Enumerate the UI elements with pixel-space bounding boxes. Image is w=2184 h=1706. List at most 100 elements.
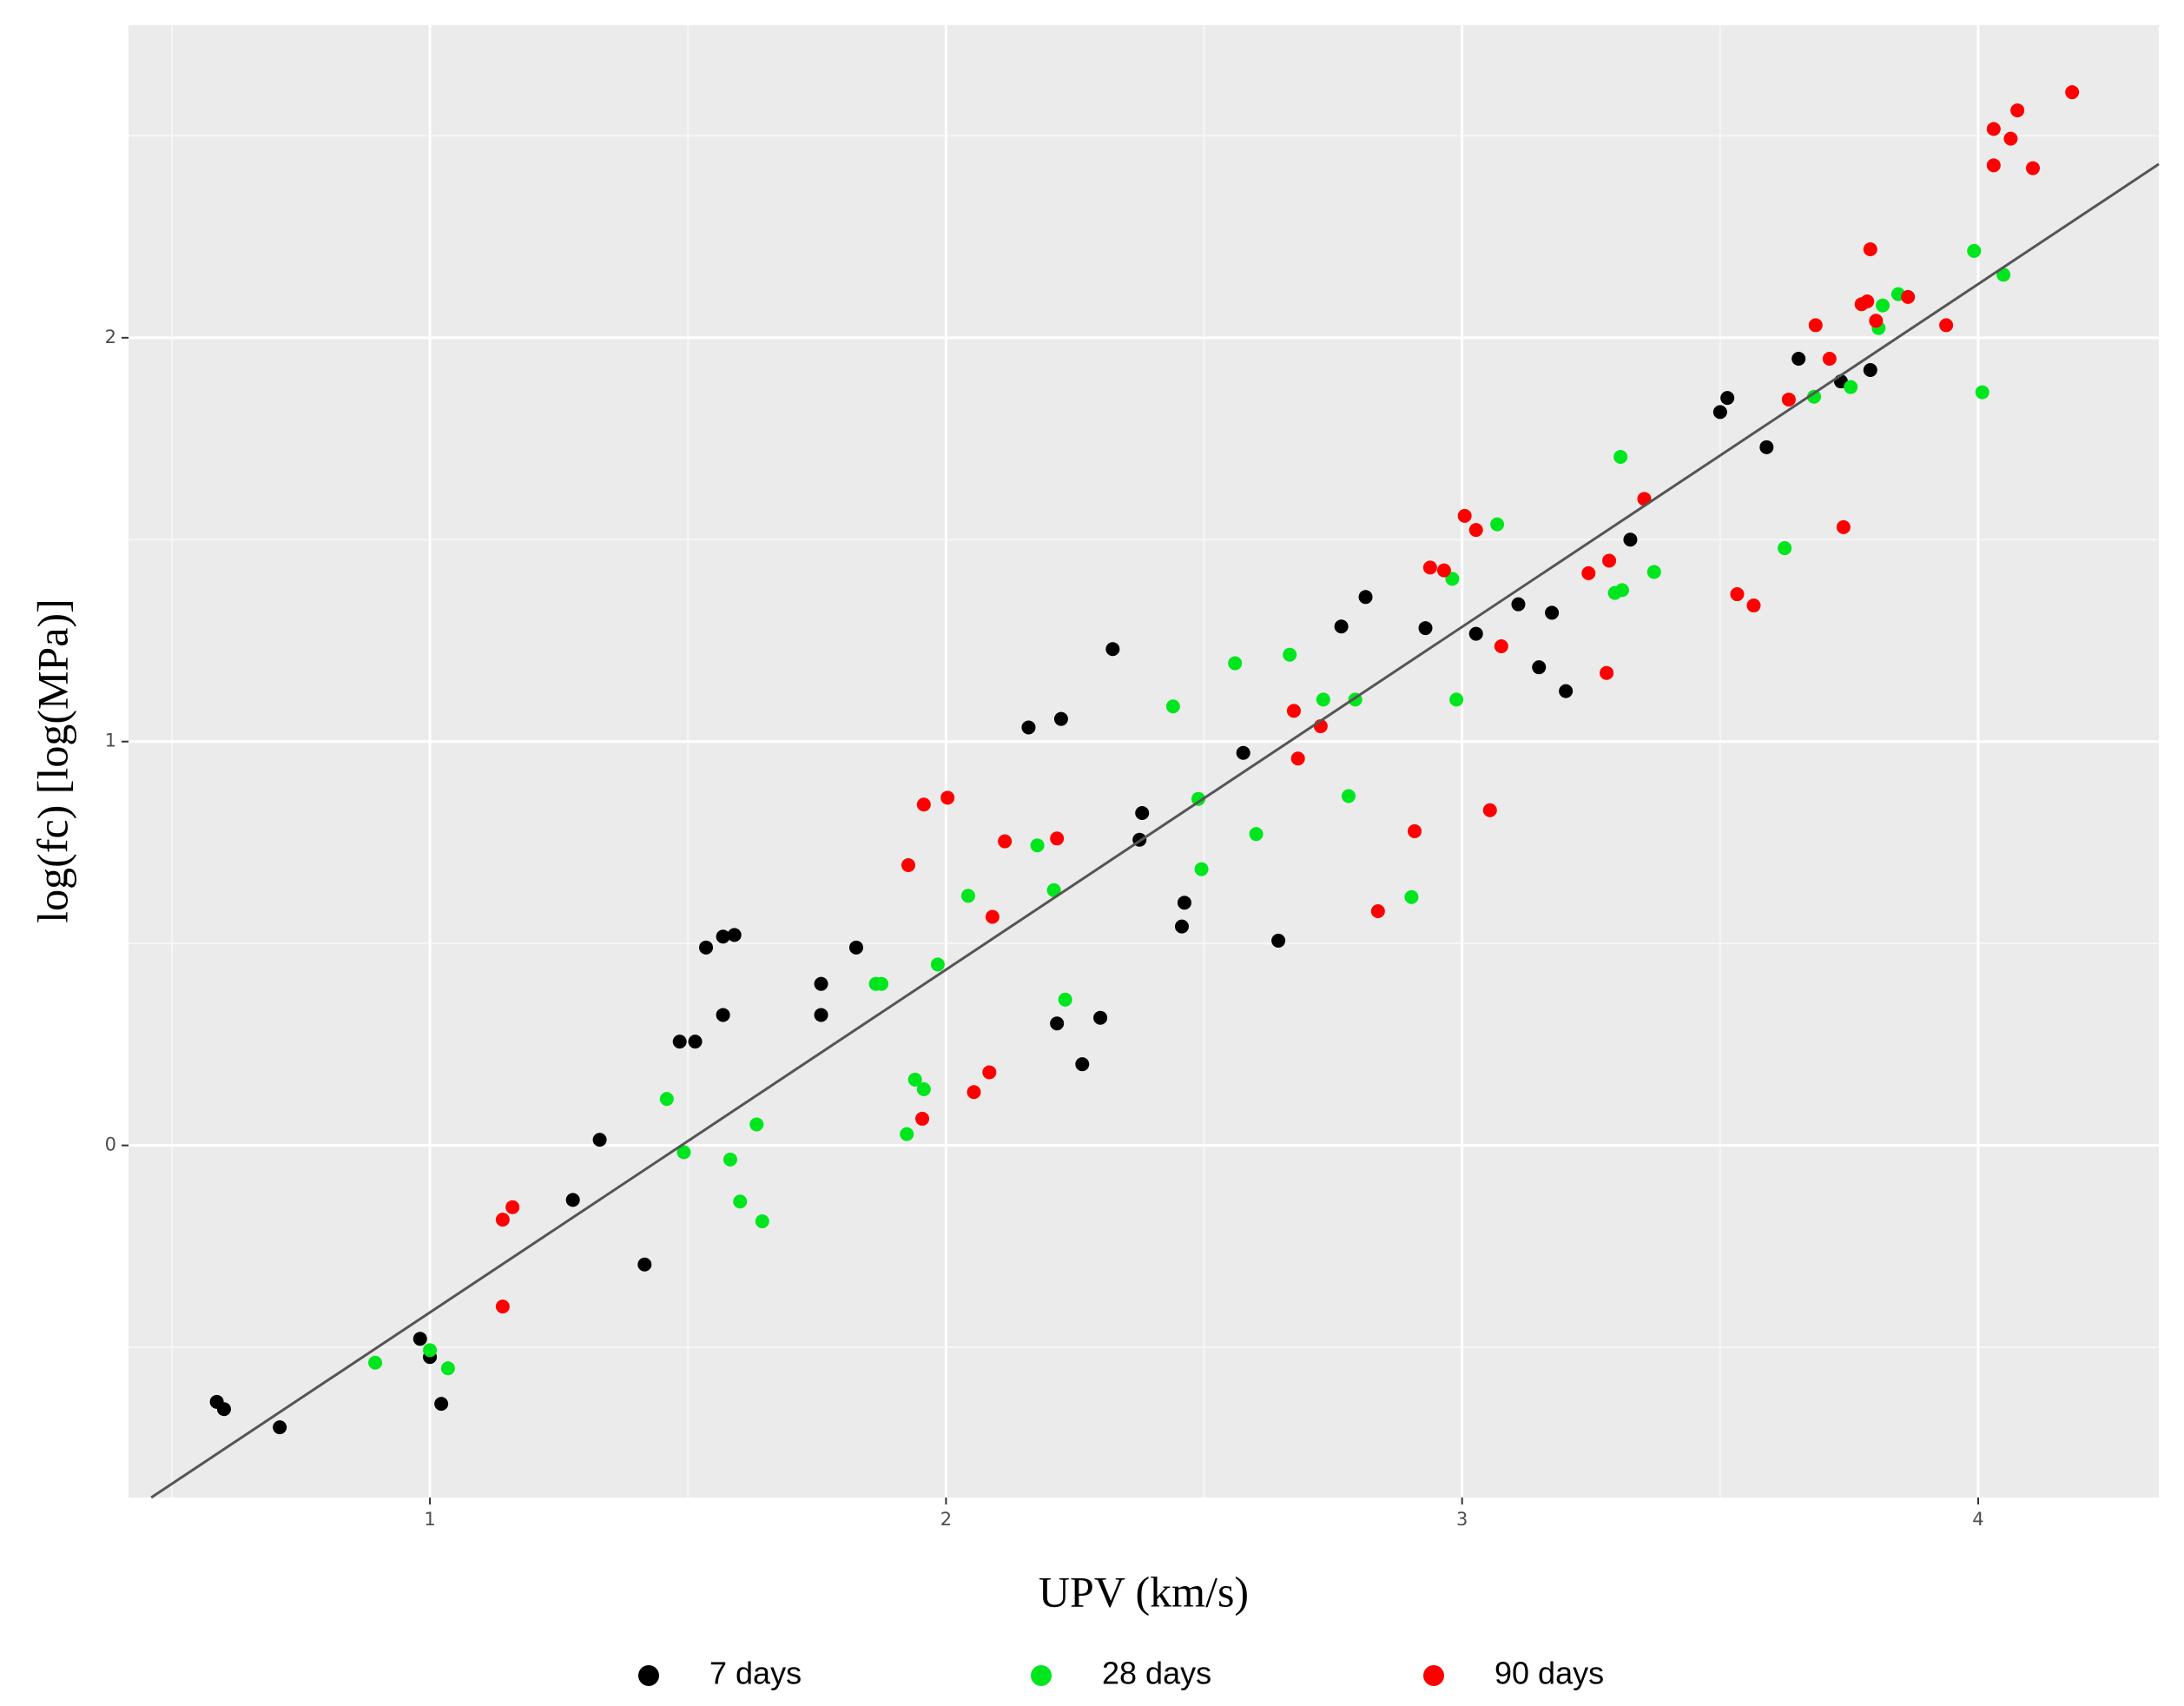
point <box>1482 803 1497 817</box>
point <box>1283 647 1297 662</box>
point <box>1358 590 1373 605</box>
point <box>900 1127 914 1141</box>
point <box>1165 699 1180 714</box>
point <box>930 957 945 972</box>
point <box>672 1035 687 1049</box>
point <box>1494 639 1508 654</box>
point <box>1468 626 1483 641</box>
point <box>967 1085 981 1100</box>
x-axis-title: UPV (km/s) <box>1039 1567 1249 1616</box>
point <box>915 1111 930 1126</box>
point <box>1746 598 1761 613</box>
x-tick-label: 2 <box>940 1509 952 1530</box>
point <box>1105 642 1120 657</box>
point <box>1341 789 1356 803</box>
point <box>1939 318 1954 333</box>
point <box>916 797 931 812</box>
point <box>723 1152 737 1167</box>
point <box>1869 314 1884 328</box>
point <box>1602 553 1617 568</box>
legend-marker <box>1423 1665 1444 1686</box>
point <box>1408 823 1422 838</box>
point <box>1600 665 1614 680</box>
point <box>1759 440 1774 454</box>
point <box>982 1065 997 1080</box>
point <box>1876 298 1890 313</box>
point <box>1511 597 1526 612</box>
legend-marker <box>1031 1665 1052 1686</box>
point <box>733 1194 748 1209</box>
point <box>1986 158 2001 173</box>
point <box>592 1133 607 1147</box>
point <box>1778 541 1792 556</box>
point <box>1286 704 1301 718</box>
point <box>1075 1057 1090 1072</box>
point <box>1021 720 1036 735</box>
panel <box>129 25 2159 1498</box>
point <box>1532 660 1547 675</box>
x-tick-label: 4 <box>1972 1509 1983 1530</box>
point <box>1614 583 1629 598</box>
point <box>1236 745 1250 760</box>
point <box>1050 831 1065 846</box>
point <box>814 1008 828 1022</box>
point <box>1836 519 1851 534</box>
point <box>1490 517 1505 532</box>
point <box>1194 862 1209 876</box>
point <box>1290 751 1305 766</box>
point <box>960 889 975 903</box>
point <box>1249 827 1264 842</box>
point <box>699 940 714 955</box>
point <box>749 1117 764 1132</box>
point <box>637 1257 652 1272</box>
point <box>1863 242 1877 257</box>
point <box>1545 605 1560 620</box>
point <box>1174 919 1189 934</box>
point <box>727 928 742 942</box>
point <box>1436 563 1451 578</box>
y-tick-label: 1 <box>105 731 116 751</box>
point <box>1901 289 1916 304</box>
point <box>2025 161 2040 175</box>
point <box>495 1213 510 1227</box>
point <box>1191 791 1205 806</box>
point <box>2065 85 2080 100</box>
y-axis-title: log(fc) [log(MPa)] <box>28 598 76 923</box>
point <box>505 1200 520 1214</box>
point <box>1986 122 2001 136</box>
point <box>874 976 889 991</box>
point <box>1720 391 1735 406</box>
legend-label: 7 days <box>709 1656 802 1691</box>
point <box>1863 363 1877 378</box>
legend-label: 28 days <box>1102 1656 1211 1691</box>
point <box>1623 532 1638 547</box>
point <box>1975 385 1989 400</box>
point <box>1468 523 1483 538</box>
point <box>1449 692 1464 707</box>
point <box>1046 883 1061 897</box>
point <box>1422 560 1437 575</box>
y-tick-label: 0 <box>105 1134 116 1155</box>
point <box>848 940 863 955</box>
point <box>676 1145 691 1160</box>
point <box>1808 318 1823 333</box>
point <box>1581 565 1596 580</box>
point <box>1058 992 1072 1007</box>
point <box>1228 656 1243 671</box>
point <box>1053 711 1068 726</box>
point <box>1646 565 1661 579</box>
point <box>1559 684 1574 698</box>
point <box>1177 896 1191 910</box>
point <box>412 1332 427 1346</box>
point <box>2010 103 2025 118</box>
point <box>434 1397 449 1412</box>
fit-line <box>150 162 2160 1499</box>
point <box>565 1193 580 1207</box>
point <box>1271 933 1286 948</box>
legend-marker <box>638 1665 659 1686</box>
point <box>901 857 915 872</box>
point <box>368 1355 383 1370</box>
point <box>1316 692 1330 707</box>
